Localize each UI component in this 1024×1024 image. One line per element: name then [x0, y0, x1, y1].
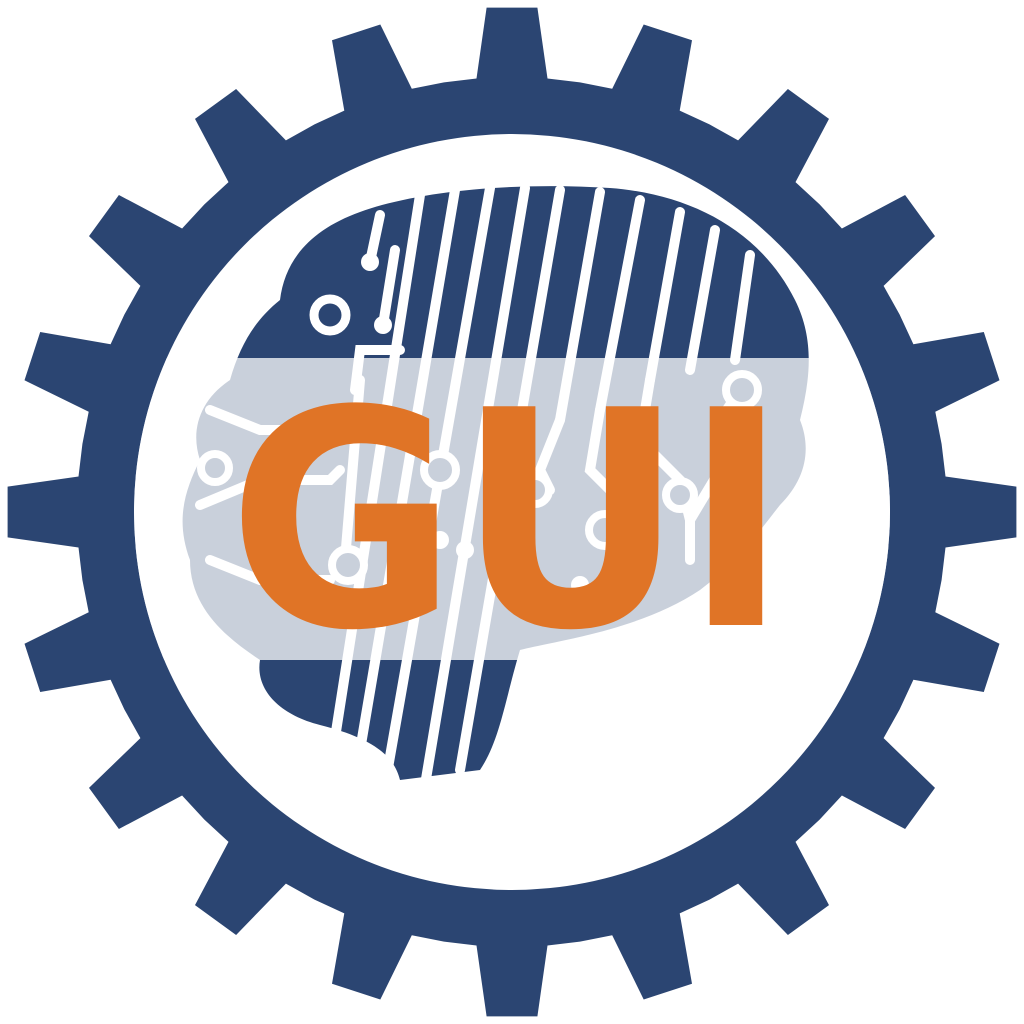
- text-band: [134, 358, 890, 660]
- circuit-brain-icon: [134, 183, 890, 790]
- logo-text: GUI: [228, 347, 788, 696]
